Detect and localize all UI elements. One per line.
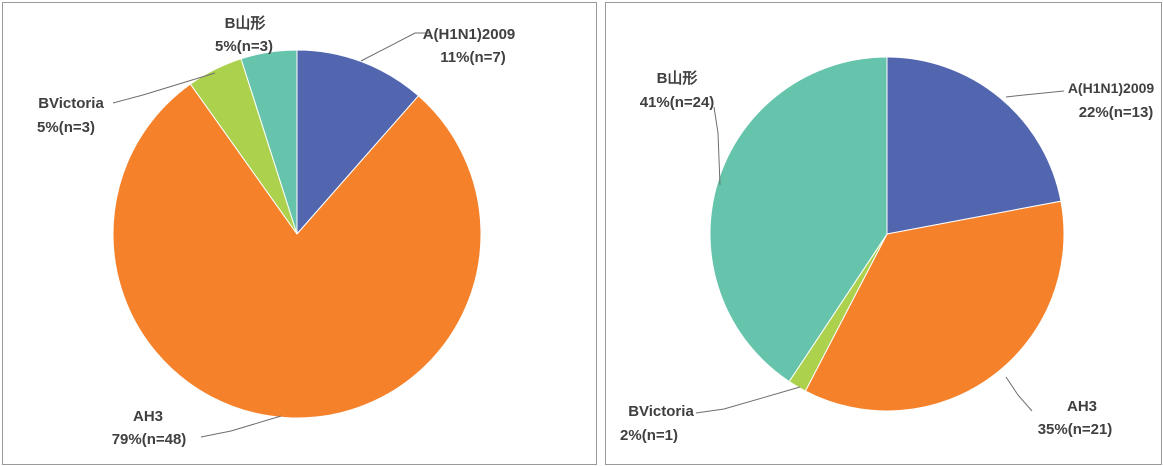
slice-label-h1n1-value: 11%(n=7) (440, 49, 505, 66)
slice-label-ah3-name: AH3 (133, 408, 163, 425)
slice-label-h1n1-name: A(H1N1)2009 (423, 26, 516, 43)
leader-line-h1n1 (1005, 90, 1065, 98)
slice-label-bvictoria-value: 2%(n=1) (620, 427, 678, 444)
slice-label-bvictoria-name: BVictoria (38, 95, 104, 112)
pie-slices-left (112, 49, 482, 419)
slice-label-ah3-value: 79%(n=48) (112, 431, 187, 448)
pie-chart-panel-left: A(H1N1)2009 11%(n=7) B山形 5%(n=3) BVictor… (2, 2, 597, 465)
slice-label-ah3-name: AH3 (1067, 398, 1097, 415)
leader-line-byamagata (713, 106, 721, 186)
pie-slice-ah3 (112, 83, 482, 419)
pie-chart-panel-right: A(H1N1)2009 22%(n=13) B山形 41%(n=24) BVic… (605, 2, 1162, 465)
slice-label-byamagata-name: B山形 (657, 69, 698, 87)
pie-slice-byamagata (240, 49, 298, 235)
leader-line-ah3 (1005, 376, 1033, 412)
slice-label-byamagata-value: 5%(n=3) (215, 38, 273, 55)
slice-label-bvictoria-name: BVictoria (628, 403, 694, 420)
leader-line-ah3 (200, 415, 282, 438)
leader-line-bvictoria (112, 72, 216, 104)
slice-label-byamagata-name: B山形 (225, 14, 266, 32)
leader-line-h1n1 (360, 32, 431, 62)
slice-label-ah3-value: 35%(n=21) (1038, 421, 1113, 438)
pie-slice-h1n1 (886, 56, 1062, 235)
pie-chart-left: A(H1N1)2009 11%(n=7) B山形 5%(n=3) BVictor… (37, 14, 516, 448)
pie-slices-right (709, 56, 1065, 412)
slice-label-h1n1-name: A(H1N1)2009 (1068, 80, 1155, 96)
slice-label-h1n1-value: 22%(n=13) (1079, 104, 1154, 121)
pie-chart-right: A(H1N1)2009 22%(n=13) B山形 41%(n=24) BVic… (620, 56, 1155, 444)
leader-line-bvictoria (695, 386, 801, 414)
slice-label-bvictoria-value: 5%(n=3) (37, 119, 95, 136)
pie-slice-h1n1 (296, 49, 420, 236)
slice-label-byamagata-value: 41%(n=24) (640, 94, 715, 111)
pie-slice-byamagata (709, 56, 888, 383)
pie-slice-ah3 (804, 200, 1065, 412)
